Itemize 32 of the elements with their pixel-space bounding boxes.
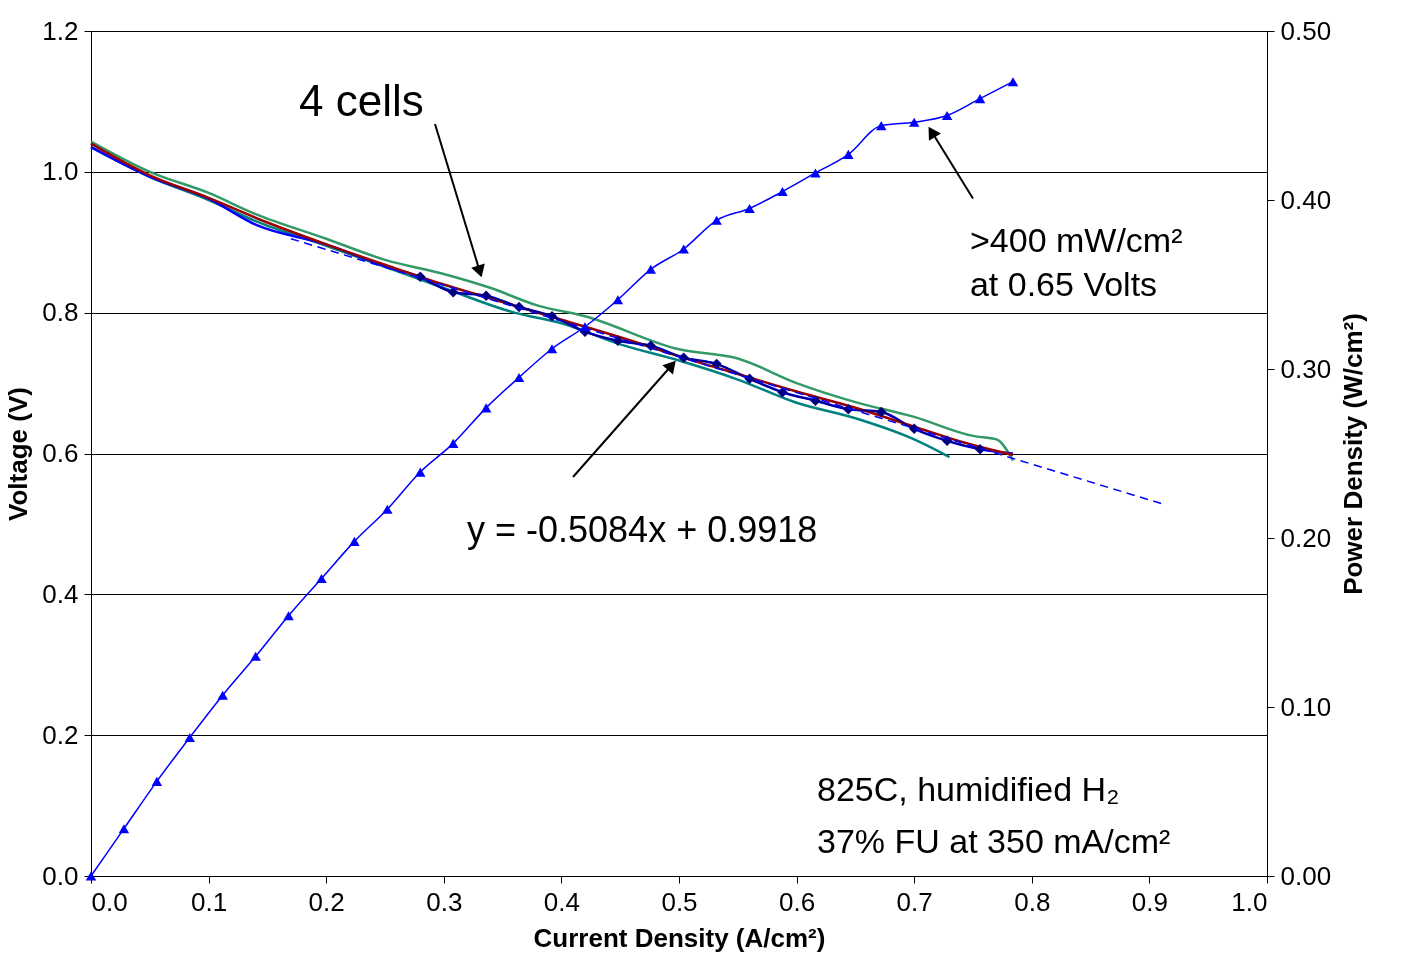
y-tick-label: 1.0	[42, 156, 79, 187]
x-tick-label: 0.5	[661, 886, 698, 917]
x-tick-label: 0.6	[779, 886, 816, 917]
x-tick-label: 0.2	[308, 886, 345, 917]
annotation: 825C, humidified H₂	[817, 770, 1120, 808]
x-axis-title: Current Density (A/cm²)	[533, 922, 826, 953]
y-axis-title: Voltage (V)	[3, 387, 34, 521]
x-tick-label: 0.7	[896, 886, 933, 917]
x-tick-label: 0.3	[426, 886, 463, 917]
x-tick-label: 0.8	[1014, 886, 1051, 917]
annotation: 4 cells	[299, 76, 424, 125]
annotation: y = -0.5084x + 0.9918	[467, 509, 818, 551]
y-tick-label: 0.0	[42, 860, 79, 891]
y-tick-label: 0.2	[42, 719, 79, 750]
y2-tick-label: 0.10	[1280, 691, 1332, 722]
y2-tick-label: 0.20	[1280, 522, 1332, 553]
x-tick-label: 0.4	[543, 886, 580, 917]
x-tick-label: 0.9	[1131, 886, 1168, 917]
annotation: 37% FU at 350 mA/cm²	[817, 822, 1171, 860]
x-tick-label: 0.1	[191, 886, 228, 917]
y2-axis-title: Power Density (W/cm²)	[1338, 313, 1369, 595]
y-tick-label: 0.6	[42, 438, 79, 468]
y2-tick-label: 0.30	[1280, 353, 1332, 384]
annotation: >400 mW/cm² at 0.65 Volts	[969, 220, 1183, 304]
y2-tick-label: 0.40	[1280, 184, 1332, 215]
y2-tick-label: 0.50	[1280, 15, 1332, 46]
y2-tick-label: 0.00	[1280, 860, 1332, 891]
x-tick-label: 0.0	[91, 886, 128, 917]
y-tick-label: 0.8	[42, 297, 79, 328]
y-tick-label: 0.4	[42, 578, 79, 609]
x-tick-label: 1.0	[1231, 886, 1268, 917]
y-tick-label: 1.2	[42, 15, 79, 46]
